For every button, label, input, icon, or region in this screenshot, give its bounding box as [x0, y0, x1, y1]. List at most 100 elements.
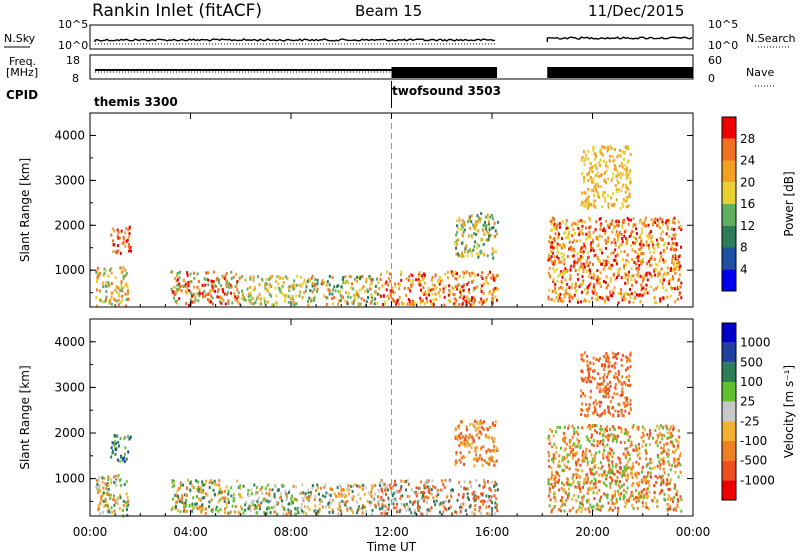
power-cell [628, 192, 631, 196]
power-colorbar-tick: 4 [740, 262, 748, 276]
power-cell [241, 289, 243, 293]
power-cell [277, 275, 280, 278]
velocity-cell [559, 499, 562, 503]
power-cell [370, 278, 373, 282]
velocity-cell [602, 442, 604, 446]
velocity-cell [177, 487, 180, 491]
power-cell [576, 257, 579, 261]
power-cell [600, 222, 603, 226]
velocity-cell [600, 495, 603, 499]
velocity-colorbar-label: Velocity [m s⁻¹] [782, 365, 796, 458]
power-cell [679, 225, 682, 229]
velocity-cell [374, 492, 377, 496]
power-cell [389, 272, 391, 276]
velocity-cell [553, 442, 556, 446]
velocity-cell [553, 454, 556, 458]
velocity-cell [592, 460, 595, 464]
velocity-cell [288, 491, 290, 495]
velocity-cell [444, 500, 447, 503]
power-cell [633, 297, 636, 300]
velocity-cell [606, 375, 609, 379]
power-cell [587, 178, 590, 182]
power-cell [601, 205, 604, 209]
power-cell [120, 287, 123, 291]
power-cell [230, 277, 233, 280]
power-cell [496, 220, 499, 224]
velocity-cell [182, 509, 185, 513]
power-cell [279, 290, 282, 294]
power-cell [585, 263, 588, 267]
velocity-cell [372, 497, 375, 501]
velocity-cell [586, 438, 589, 442]
power-cell [311, 284, 314, 288]
power-cell [595, 293, 598, 297]
velocity-cell [395, 499, 398, 502]
velocity-cell [672, 426, 675, 430]
power-cell [622, 197, 625, 201]
velocity-cell [381, 480, 384, 484]
velocity-cell [550, 510, 553, 514]
velocity-cell [624, 505, 627, 509]
power-cell [365, 280, 368, 284]
power-cell [590, 169, 592, 172]
velocity-cell [227, 498, 230, 502]
power-cell [585, 270, 588, 274]
velocity-cell [423, 483, 426, 487]
velocity-cell [645, 479, 648, 483]
power-cell [282, 281, 285, 285]
power-cell [553, 262, 556, 266]
power-cell [677, 255, 680, 259]
velocity-cell [557, 480, 560, 484]
power-cell [328, 274, 331, 278]
power-cell [589, 203, 592, 207]
power-cell [303, 278, 306, 282]
velocity-cell [487, 462, 490, 466]
power-cell [638, 293, 641, 297]
velocity-cell [205, 479, 208, 483]
velocity-cell [323, 485, 326, 489]
power-cell [327, 288, 330, 292]
velocity-cell [271, 488, 274, 492]
power-cell [391, 286, 394, 290]
power-cell [560, 246, 563, 250]
velocity-cell [488, 487, 491, 491]
power-cell [631, 257, 634, 261]
velocity-cell [663, 497, 666, 501]
power-cell [185, 302, 188, 305]
power-cell [558, 259, 561, 263]
power-cell [614, 258, 617, 262]
velocity-cell [576, 473, 579, 477]
velocity-cell [641, 501, 644, 505]
velocity-cell [107, 475, 110, 479]
power-cell [673, 216, 676, 220]
power-cell [178, 288, 181, 291]
power-cell [225, 272, 228, 275]
power-cell [249, 286, 251, 289]
velocity-cell [440, 488, 442, 492]
power-cell [433, 284, 436, 288]
velocity-cell [646, 463, 649, 467]
velocity-cell [626, 466, 629, 470]
power-cell [249, 275, 252, 279]
velocity-cell [489, 449, 492, 453]
velocity-cell [660, 433, 663, 437]
velocity-cell [551, 458, 554, 461]
velocity-cell [583, 479, 586, 483]
power-cell [587, 255, 590, 259]
power-cell [581, 275, 584, 279]
velocity-cell [673, 495, 676, 499]
velocity-cell [450, 489, 453, 493]
velocity-cell [632, 507, 635, 510]
velocity-colorbar-swatch [722, 342, 736, 363]
power-cell [423, 276, 426, 280]
power-cell [610, 241, 613, 244]
velocity-cell [550, 470, 553, 474]
power-cell [623, 267, 626, 271]
power-cell [547, 297, 550, 301]
velocity-cell [616, 470, 619, 473]
velocity-cell [547, 478, 550, 482]
power-cell [559, 299, 562, 303]
velocity-cell [608, 469, 611, 472]
velocity-cell [300, 502, 303, 506]
velocity-cell [285, 512, 288, 516]
